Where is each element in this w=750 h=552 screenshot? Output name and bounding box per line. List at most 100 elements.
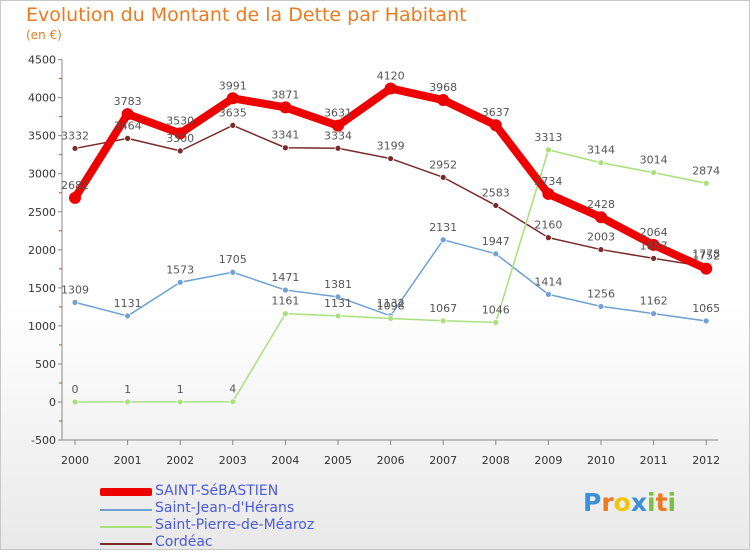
data-label: 4 [229, 383, 236, 396]
data-point [281, 144, 289, 152]
data-label: 1752 [692, 250, 720, 263]
data-label: 2583 [482, 186, 510, 199]
data-point [121, 108, 134, 121]
data-point [332, 119, 344, 132]
data-point [176, 147, 184, 155]
data-point [384, 82, 397, 95]
data-label: 2131 [429, 221, 457, 234]
data-point [702, 317, 710, 325]
legend-swatch [100, 543, 152, 545]
data-label: 1131 [114, 297, 142, 310]
data-label: 1705 [219, 253, 247, 266]
legend-swatch [100, 488, 152, 496]
data-label: 3341 [271, 129, 299, 142]
data-label: 3144 [587, 144, 615, 157]
proxiti-logo: Proxiti [583, 488, 676, 517]
data-point [387, 315, 395, 322]
data-point [387, 155, 395, 162]
legend-label: Cordéac [155, 534, 213, 550]
data-label: 4120 [377, 69, 405, 82]
data-point [229, 398, 237, 406]
data-label: 1046 [482, 303, 510, 316]
data-label: 2874 [692, 164, 720, 177]
legend-swatch [100, 509, 152, 511]
data-label: 3991 [219, 79, 247, 92]
data-point [650, 310, 657, 317]
data-label: 2064 [640, 226, 668, 239]
data-label: 2682 [61, 179, 89, 192]
chart-title: Evolution du Montant de la Dette par Hab… [26, 4, 467, 26]
data-point [542, 187, 555, 200]
data-label: 1067 [429, 302, 457, 315]
data-label: 2952 [429, 158, 457, 171]
data-point [700, 262, 713, 275]
data-label: 3334 [324, 129, 352, 142]
data-label: 3464 [114, 119, 142, 132]
data-label: 3199 [377, 140, 405, 153]
data-label: 1065 [692, 302, 720, 315]
data-label: 3968 [429, 81, 457, 94]
data-point [124, 398, 131, 406]
data-point [334, 293, 342, 301]
y-tick-label: 3500 [28, 130, 56, 143]
data-point [597, 246, 605, 253]
x-tick-label: 2011 [640, 454, 668, 467]
data-point [71, 298, 79, 306]
data-point [702, 179, 710, 187]
data-point [492, 202, 500, 209]
data-label: 1161 [271, 295, 299, 308]
data-point [439, 173, 447, 181]
y-tick-label: 3000 [28, 168, 56, 181]
data-point [650, 169, 657, 177]
x-tick-label: 2005 [324, 454, 352, 467]
chart-subtitle: (en €) [26, 28, 62, 42]
y-tick-label: 2000 [28, 244, 56, 257]
data-label: 1 [177, 383, 184, 396]
y-tick-label: 1000 [28, 320, 56, 333]
y-tick-label: 2500 [28, 206, 56, 219]
legend-label: Saint-Jean-d'Hérans [155, 500, 295, 516]
data-label: 3637 [482, 106, 510, 119]
logo-letter: i [647, 488, 656, 517]
data-label: 1098 [377, 299, 405, 312]
y-tick-label: 0 [49, 396, 56, 409]
data-label: 1471 [271, 271, 299, 284]
logo-letter: P [583, 488, 602, 517]
data-label: 3635 [219, 106, 247, 119]
x-tick-label: 2009 [534, 454, 562, 467]
data-point [69, 191, 81, 204]
y-tick-label: 4000 [28, 92, 56, 105]
x-tick-label: 2012 [692, 454, 720, 467]
data-point [439, 317, 447, 325]
x-tick-label: 2003 [219, 454, 247, 467]
data-point [647, 238, 660, 251]
data-point [124, 312, 131, 320]
data-point [226, 92, 239, 105]
x-tick-label: 2007 [429, 454, 457, 467]
data-label: 3332 [61, 129, 89, 142]
data-label: 2003 [587, 231, 615, 244]
data-point [281, 310, 289, 318]
x-tick-label: 2008 [482, 454, 510, 467]
logo-letter: o [613, 488, 631, 517]
logo-letter: t [655, 488, 668, 517]
data-point [71, 398, 79, 406]
data-label: 1131 [324, 297, 352, 310]
data-label: 2160 [534, 219, 562, 232]
data-label: 0 [72, 383, 79, 396]
data-label: 3783 [114, 95, 142, 108]
data-point [174, 127, 187, 140]
data-label: 1381 [324, 278, 352, 291]
data-point [545, 234, 552, 242]
data-label: 1132 [377, 297, 405, 310]
data-label: 1887 [640, 239, 668, 252]
data-point [281, 286, 289, 294]
data-label: 1573 [166, 263, 194, 276]
data-point [650, 254, 657, 262]
data-point [334, 144, 342, 152]
legend-label: SAINT-SéBASTIEN [155, 483, 279, 499]
data-label: 1778 [692, 248, 720, 261]
data-label: 3300 [166, 132, 194, 145]
data-point [545, 290, 552, 298]
